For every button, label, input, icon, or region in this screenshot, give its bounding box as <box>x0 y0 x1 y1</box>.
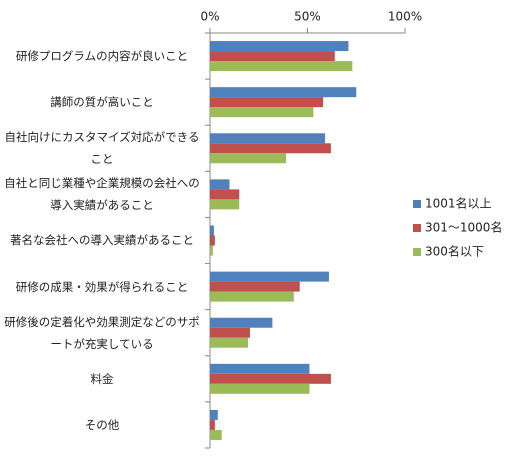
y-tick-label: 自社と同じ業種や企業規模の会社への導入実績があること <box>4 176 200 213</box>
legend-swatch <box>413 248 421 256</box>
y-tick-label: 自社向けにカスタマイズ対応ができること <box>4 130 200 167</box>
bar <box>210 327 250 338</box>
legend-swatch <box>413 200 421 208</box>
bar <box>210 363 310 374</box>
x-tick-label: 0% <box>200 10 219 24</box>
bar <box>210 179 230 190</box>
bar <box>210 419 215 430</box>
bar <box>210 199 240 210</box>
legend-label: 1001名以上 <box>425 196 492 211</box>
bar <box>210 153 287 164</box>
y-tick-label: 研修後の定着化や効果測定などのサポートが充実している <box>4 314 200 351</box>
legend-swatch <box>413 224 421 232</box>
legend-label: 301～1000名 <box>425 220 502 235</box>
x-tick-label: 100% <box>388 10 422 24</box>
y-tick-label: 著名な会社への導入実績があること <box>10 233 194 248</box>
bar <box>210 61 353 72</box>
bar <box>210 51 335 62</box>
bar <box>210 373 331 384</box>
bar <box>210 281 300 292</box>
bar <box>210 317 273 328</box>
y-tick-label: 料金 <box>90 371 114 386</box>
y-tick-label: 研修プログラムの内容が良いこと <box>15 49 189 64</box>
bar <box>210 271 329 282</box>
bar <box>210 337 249 348</box>
bar <box>210 97 324 108</box>
bar <box>210 107 314 118</box>
bar <box>210 87 357 98</box>
bar <box>210 409 218 420</box>
bar <box>210 291 294 302</box>
y-tick-label: 講師の質が高いこと <box>50 95 154 110</box>
bar <box>210 41 349 52</box>
legend-label: 300名以下 <box>425 244 484 259</box>
y-tick-label: その他 <box>84 417 120 432</box>
bar <box>210 235 215 246</box>
bar <box>210 383 310 394</box>
x-tick-label: 50% <box>294 10 321 24</box>
bar <box>210 225 214 236</box>
bar <box>210 245 213 256</box>
bar <box>210 429 222 440</box>
y-tick-label: 研修の成果・効果が得られること <box>15 279 189 294</box>
bar <box>210 143 331 154</box>
bar <box>210 133 326 144</box>
bar <box>210 189 240 200</box>
